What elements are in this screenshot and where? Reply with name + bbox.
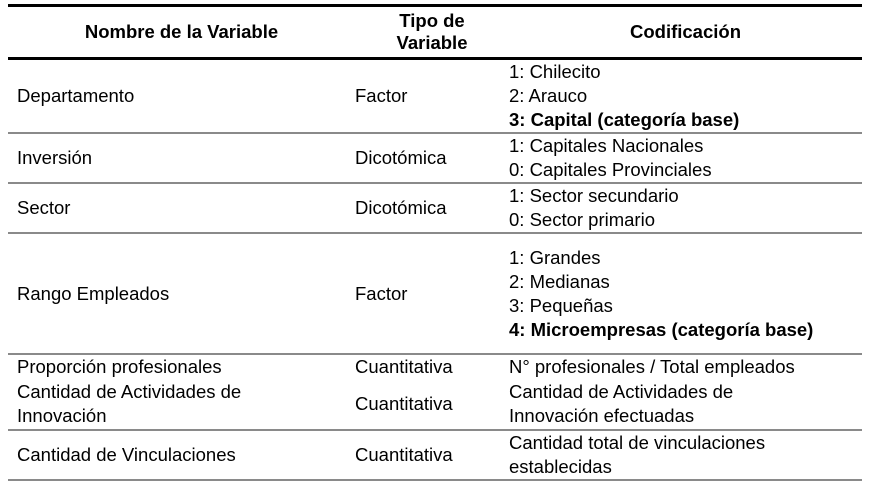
coding-line: 2: Arauco xyxy=(509,85,588,106)
table-row: Proporción profesionales Cuantitativa N° p… xyxy=(8,354,862,379)
variable-coding: Cantidad de Actividades de Innovación ef… xyxy=(509,379,862,430)
coding-line: 2: Medianas xyxy=(509,270,610,292)
variable-name: Cantidad de Actividades de Innovación xyxy=(17,381,242,426)
coding-line: N° profesionales / Total empleados xyxy=(509,356,795,377)
table-row: Departamento Factor 1: Chilecito 2: Arauco 3… xyxy=(8,59,862,134)
coding-line: 0: Sector primario xyxy=(509,209,655,230)
header-coding: Codificación xyxy=(629,21,741,42)
variable-coding: Cantidad total de vinculaciones establec… xyxy=(509,430,862,480)
table-row: Cantidad de Vinculaciones Cuantitativa Can… xyxy=(8,430,862,480)
variable-type: Cuantitativa xyxy=(355,393,453,414)
variable-name: Proporción profesionales xyxy=(17,356,222,377)
variable-type: Factor xyxy=(355,85,408,106)
table-row: Sector Dicotómica 1: Sector secundario 0: S… xyxy=(8,183,862,233)
variable-type: Dicotómica xyxy=(355,147,447,168)
variable-coding: 1: Sector secundario 0: Sector primario xyxy=(509,183,862,233)
variable-name: Rango Empleados xyxy=(17,282,170,304)
table-row: Cantidad de Actividades de Innovación Cua… xyxy=(8,379,862,430)
variable-name: Cantidad de Vinculaciones xyxy=(17,444,236,465)
coding-line: 1: Chilecito xyxy=(509,61,601,82)
coding-line: 3: Capital (categoría base) xyxy=(509,109,740,130)
coding-line: 1: Sector secundario xyxy=(509,185,679,206)
variable-coding: 1: Capitales Nacionales 0: Capitales Prov… xyxy=(509,133,862,183)
variable-type: Dicotómica xyxy=(355,197,447,218)
coding-line: Cantidad de Actividades de Innovación ef… xyxy=(509,381,734,426)
variable-type: Cuantitativa xyxy=(355,444,453,465)
coding-line: 4: Microempresas (categoría base) xyxy=(509,318,814,340)
variable-name: Sector xyxy=(17,197,71,218)
variable-coding: 1: Chilecito 2: Arauco 3: Capital (categor… xyxy=(509,59,862,134)
coding-line: 3: Pequeñas xyxy=(509,294,613,316)
coding-line: 1: Grandes xyxy=(509,246,601,268)
coding-line: 1: Capitales Nacionales xyxy=(509,135,704,156)
variable-coding: N° profesionales / Total empleados xyxy=(509,354,862,379)
variable-type: Cuantitativa xyxy=(355,356,453,377)
variables-table: Nombre de la Variable Tipo de Variable C… xyxy=(8,4,862,481)
header-variable-type: Tipo de Variable xyxy=(396,10,468,53)
table-row: Inversión Dicotómica 1: Capitales Nacional… xyxy=(8,133,862,183)
variable-type: Factor xyxy=(355,282,408,304)
coding-line: Cantidad total de vinculaciones establec… xyxy=(509,432,766,477)
variable-coding: 1: Grandes 2: Medianas 3: Pequeñas 4: Micro… xyxy=(509,233,862,354)
variable-name: Inversión xyxy=(17,147,93,168)
coding-line: 0: Capitales Provinciales xyxy=(509,159,712,180)
header-variable-name: Nombre de la Variable xyxy=(84,21,279,42)
table-row: Rango Empleados Factor 1: Grandes 2: Median… xyxy=(8,233,862,354)
header-row: Nombre de la Variable Tipo de Variable C… xyxy=(8,5,862,59)
variable-name: Departamento xyxy=(17,85,135,106)
